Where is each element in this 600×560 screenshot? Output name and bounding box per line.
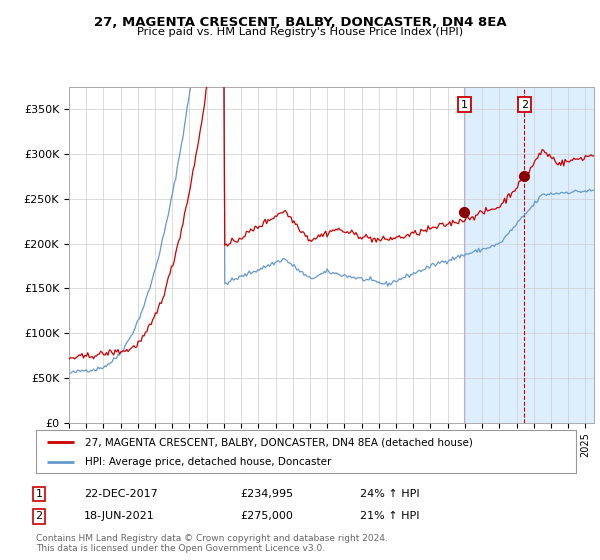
Text: 21% ↑ HPI: 21% ↑ HPI [360, 511, 419, 521]
Text: 2: 2 [35, 511, 43, 521]
Text: 2: 2 [521, 100, 528, 110]
Text: This data is licensed under the Open Government Licence v3.0.: This data is licensed under the Open Gov… [36, 544, 325, 553]
Bar [464, 87, 594, 423]
Text: Price paid vs. HM Land Registry's House Price Index (HPI): Price paid vs. HM Land Registry's House … [137, 27, 463, 38]
Text: 22-DEC-2017: 22-DEC-2017 [84, 489, 158, 499]
Text: 1: 1 [461, 100, 468, 110]
Text: 27, MAGENTA CRESCENT, BALBY, DONCASTER, DN4 8EA (detached house): 27, MAGENTA CRESCENT, BALBY, DONCASTER, … [85, 437, 472, 447]
Text: 27, MAGENTA CRESCENT, BALBY, DONCASTER, DN4 8EA: 27, MAGENTA CRESCENT, BALBY, DONCASTER, … [94, 16, 506, 29]
Text: 1: 1 [35, 489, 43, 499]
Text: 18-JUN-2021: 18-JUN-2021 [84, 511, 155, 521]
Text: £234,995: £234,995 [240, 489, 293, 499]
Text: Contains HM Land Registry data © Crown copyright and database right 2024.: Contains HM Land Registry data © Crown c… [36, 534, 388, 543]
Text: £275,000: £275,000 [240, 511, 293, 521]
Text: HPI: Average price, detached house, Doncaster: HPI: Average price, detached house, Donc… [85, 458, 331, 468]
Text: 24% ↑ HPI: 24% ↑ HPI [360, 489, 419, 499]
